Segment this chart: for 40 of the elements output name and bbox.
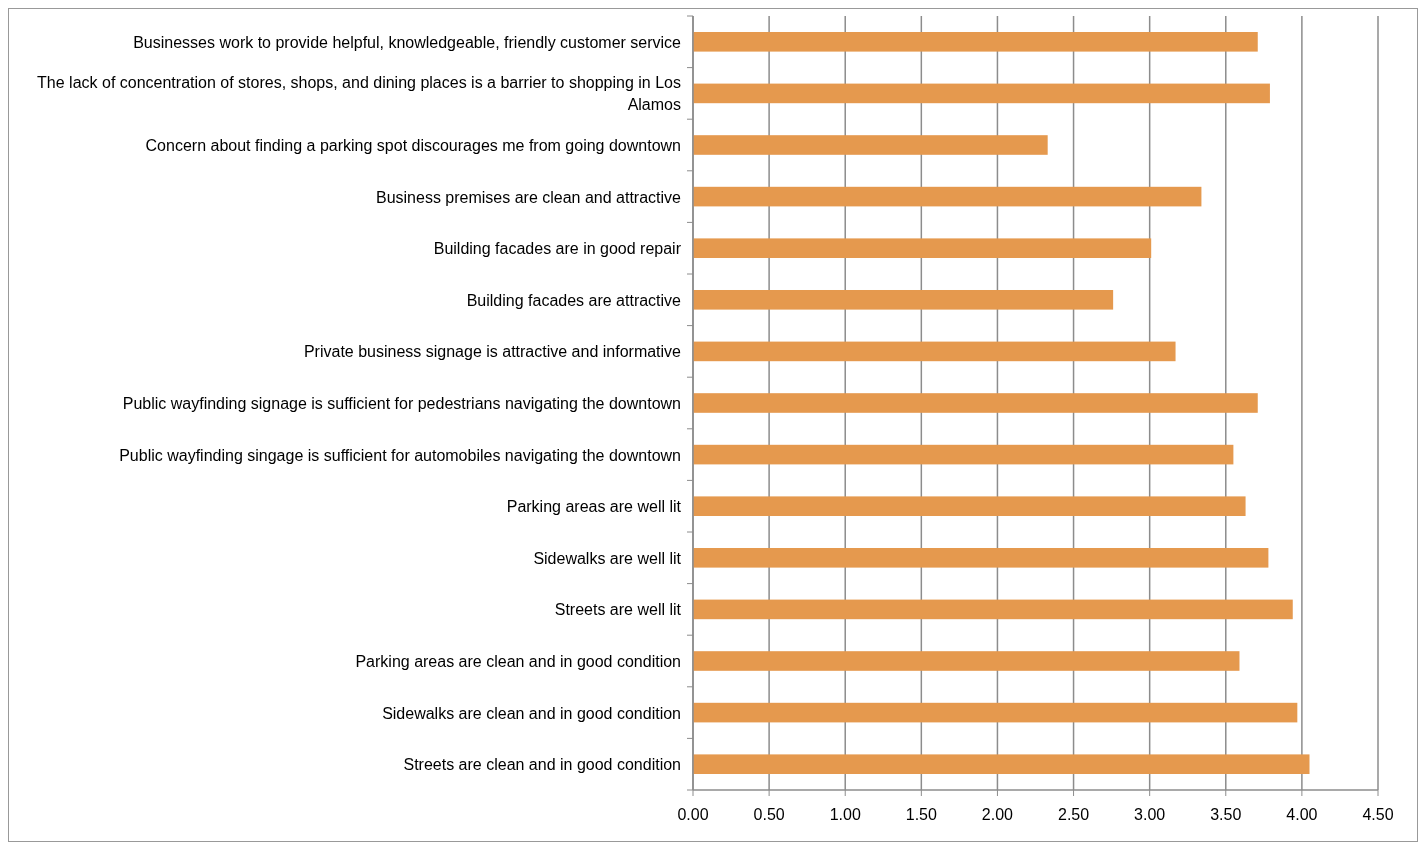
bar (693, 702, 1298, 723)
bar (693, 496, 1246, 516)
y-tick-label: Parking areas are clean and in good condition (355, 653, 681, 670)
x-tick-label: 1.50 (905, 806, 938, 823)
x-tick-label: 1.00 (829, 806, 861, 823)
y-tick-label: Building facades are in good repair (433, 240, 682, 258)
x-tick-label: 4.00 (1286, 806, 1318, 823)
y-tick-label: Business premises are clean and attractive (375, 188, 682, 206)
bar (693, 444, 1234, 465)
x-tick-label: 2.50 (1057, 806, 1090, 823)
x-tick-label: 3.00 (1134, 806, 1166, 823)
y-tick-label: The lack of concentration of stores, shops, and dining places is a barrier to shopping in Los Alamos (37, 74, 681, 114)
bar (693, 186, 1202, 207)
y-tick-label: Sidewalks are clean and in good condition (382, 704, 681, 722)
bar (693, 393, 1258, 413)
y-tick-label: Streets are clean and in good condition (403, 756, 681, 774)
x-tick-label: 3.50 (1210, 806, 1242, 823)
bar (693, 599, 1293, 620)
y-tick-label: Streets are well lit (554, 601, 682, 619)
x-tick-label: 2.00 (981, 806, 1014, 823)
x-tick-label: 4.50 (1362, 806, 1394, 823)
y-tick-label: Building facades are attractive (466, 291, 682, 309)
bar (693, 651, 1240, 671)
bar (693, 238, 1152, 258)
y-tick-label: Public wayfinding singage is sufficient for automobiles navigating the downtown (119, 446, 681, 464)
y-tick-label: Sidewalks are well lit (533, 549, 682, 567)
bar (693, 32, 1258, 52)
y-tick-label: Public wayfinding signage is sufficient for pedestrians navigating the downtown (122, 395, 681, 412)
y-tick-label: Parking areas are well lit (506, 498, 682, 516)
y-tick-label: Private business signage is attractive and informative (303, 343, 682, 361)
y-tick-label: Concern about finding a parking spot discourages me from going downtown (145, 137, 681, 154)
bar (693, 135, 1048, 155)
bar (693, 83, 1270, 104)
bar (693, 290, 1114, 310)
bar (693, 754, 1310, 774)
x-tick-label: 0.00 (677, 806, 709, 823)
bar (693, 341, 1176, 362)
y-tick-label: Businesses work to provide helpful, knowledgeable, friendly customer service (133, 33, 682, 51)
bar (693, 548, 1269, 568)
x-tick-label: 0.50 (753, 806, 785, 823)
